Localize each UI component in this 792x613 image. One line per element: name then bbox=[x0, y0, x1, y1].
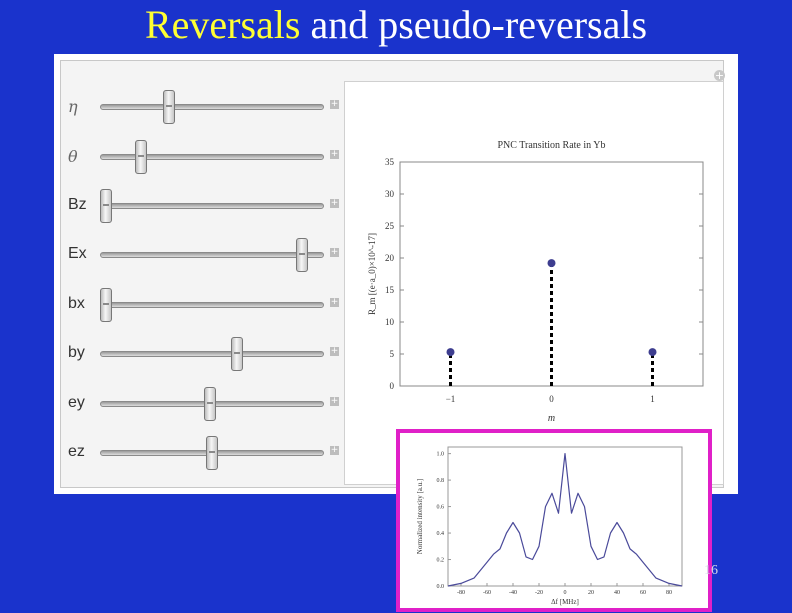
y-tick-label: 10 bbox=[385, 317, 395, 327]
inset-y-tick-label: 0.4 bbox=[437, 531, 445, 537]
slider-thumb[interactable] bbox=[134, 140, 147, 174]
slider-label: Bz bbox=[68, 196, 87, 213]
stem-marker bbox=[446, 348, 455, 357]
inset-x-tick-label: 0 bbox=[564, 590, 567, 596]
y-tick-label: 5 bbox=[390, 349, 395, 359]
inset-x-tick-label: 40 bbox=[614, 590, 620, 596]
stem-marker bbox=[648, 348, 657, 357]
slider-expand-plus-icon[interactable]: + bbox=[330, 149, 339, 159]
inset-x-tick-label: 80 bbox=[666, 590, 672, 596]
slider-row: η + bbox=[60, 90, 350, 124]
slide-title-highlight: Reversals bbox=[144, 2, 301, 47]
slider-row: Bz + bbox=[60, 189, 350, 223]
inset-y-tick-label: 0.2 bbox=[437, 558, 445, 564]
chart-title: PNC Transition Rate in Yb bbox=[498, 140, 606, 151]
x-tick-label: 1 bbox=[650, 394, 655, 404]
slider-label: ez bbox=[68, 443, 85, 460]
slider-row: Ex + bbox=[60, 238, 350, 272]
slider-label: Ex bbox=[68, 245, 87, 262]
slider-row: ez + bbox=[60, 436, 350, 470]
inset-x-axis-label: Δf [MHz] bbox=[551, 598, 579, 606]
slider-expand-plus-icon[interactable]: + bbox=[330, 297, 339, 307]
slider-row: θ + bbox=[60, 140, 350, 174]
y-tick-label: 35 bbox=[385, 157, 395, 167]
slider-thumb[interactable] bbox=[295, 238, 308, 272]
slider-label: bx bbox=[68, 295, 85, 312]
slider-track[interactable] bbox=[100, 238, 324, 272]
slider-thumb[interactable] bbox=[206, 436, 219, 470]
inset-spectrum-frame: 0.0 0.2 0.4 0.6 0.8 1.0 -80 -60 -40 -20 0 20 40 60 80 Δ… bbox=[396, 429, 712, 612]
slider-track[interactable] bbox=[100, 288, 324, 322]
panel-options-plus-icon[interactable]: + bbox=[714, 69, 725, 82]
x-tick-label: −1 bbox=[446, 394, 456, 404]
inset-y-tick-label: 0.6 bbox=[437, 505, 445, 511]
slider-track[interactable] bbox=[100, 337, 324, 371]
inset-y-tick-label: 0.8 bbox=[437, 478, 445, 484]
slider-track[interactable] bbox=[100, 189, 324, 223]
y-tick-label: 20 bbox=[385, 253, 395, 263]
slide-title-rest: and pseudo-reversals bbox=[300, 2, 648, 47]
inset-x-tick-label: -40 bbox=[509, 590, 517, 596]
y-tick-label: 0 bbox=[390, 381, 395, 391]
slider-label: θ bbox=[68, 147, 78, 166]
slider-thumb[interactable] bbox=[204, 387, 217, 421]
slider-label: by bbox=[68, 344, 85, 361]
inset-x-tick-label: -80 bbox=[457, 590, 465, 596]
slider-expand-plus-icon[interactable]: + bbox=[330, 396, 339, 406]
y-tick-label: 25 bbox=[385, 221, 395, 231]
inset-x-tick-label: 60 bbox=[640, 590, 646, 596]
page-number: 16 bbox=[704, 563, 718, 578]
inset-y-tick-label: 0.0 bbox=[437, 584, 445, 590]
inset-x-tick-label: -20 bbox=[535, 590, 543, 596]
slider-track[interactable] bbox=[100, 436, 324, 470]
slider-row: bx + bbox=[60, 288, 350, 322]
slider-expand-plus-icon[interactable]: + bbox=[330, 247, 339, 257]
slider-thumb[interactable] bbox=[230, 337, 243, 371]
slider-thumb[interactable] bbox=[100, 189, 112, 223]
slider-expand-plus-icon[interactable]: + bbox=[330, 346, 339, 356]
slider-track[interactable] bbox=[100, 387, 324, 421]
inset-x-tick-label: -60 bbox=[483, 590, 491, 596]
slider-label: ey bbox=[68, 394, 85, 411]
inset-plot-frame bbox=[447, 446, 683, 587]
slider-label: η bbox=[68, 97, 78, 116]
inset-x-tick-label: 20 bbox=[588, 590, 594, 596]
slider-expand-plus-icon[interactable]: + bbox=[330, 198, 339, 208]
slider-thumb[interactable] bbox=[163, 90, 176, 124]
inset-y-axis-label: Normalized intensity [a.u.] bbox=[416, 479, 424, 554]
slider-expand-plus-icon[interactable]: + bbox=[330, 445, 339, 455]
x-tick-label: 0 bbox=[549, 394, 554, 404]
slider-row: by + bbox=[60, 337, 350, 371]
slider-track[interactable] bbox=[100, 140, 324, 174]
slider-row: ey + bbox=[60, 387, 350, 421]
stem-chart: PNC Transition Rate in Yb05101520253035−… bbox=[367, 140, 704, 424]
stem-plot-area: PNC Transition Rate in Yb 0 5 10 15 20 25 30 35−… bbox=[344, 81, 724, 485]
spectrum-chart: 0.0 0.2 0.4 0.6 0.8 1.0 -80 -60 -40 -20 0 20 40 60 80 Δ… bbox=[416, 446, 683, 606]
stem-marker bbox=[547, 259, 556, 268]
y-tick-label: 15 bbox=[385, 285, 395, 295]
slide-title: Reversals and pseudo-reversals bbox=[0, 0, 792, 50]
inset-y-tick-label: 1.0 bbox=[437, 452, 445, 458]
y-tick-label: 30 bbox=[385, 189, 395, 199]
x-axis-label: m bbox=[548, 413, 555, 424]
spectrum-curve bbox=[447, 453, 683, 587]
y-axis-label: R_m [(e·a_0)×10^-17] bbox=[367, 233, 377, 315]
slider-expand-plus-icon[interactable]: + bbox=[330, 99, 339, 109]
slider-track[interactable] bbox=[100, 90, 324, 124]
slider-thumb[interactable] bbox=[100, 288, 112, 322]
